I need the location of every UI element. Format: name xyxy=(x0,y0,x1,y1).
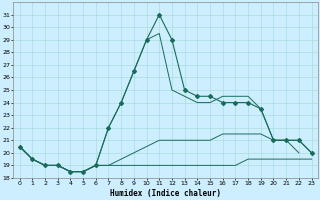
X-axis label: Humidex (Indice chaleur): Humidex (Indice chaleur) xyxy=(110,189,221,198)
